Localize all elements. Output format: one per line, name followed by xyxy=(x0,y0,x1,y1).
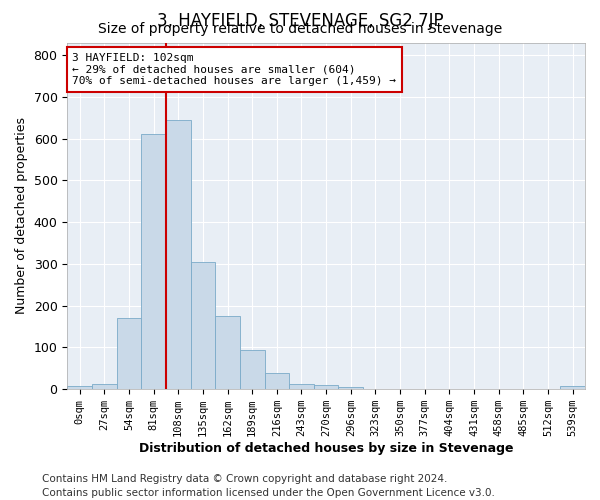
Text: 3 HAYFIELD: 102sqm
← 29% of detached houses are smaller (604)
70% of semi-detach: 3 HAYFIELD: 102sqm ← 29% of detached hou… xyxy=(73,53,397,86)
Bar xyxy=(560,386,585,389)
Bar xyxy=(338,387,363,389)
Bar xyxy=(67,386,92,389)
Y-axis label: Number of detached properties: Number of detached properties xyxy=(15,118,28,314)
Text: 3, HAYFIELD, STEVENAGE, SG2 7JP: 3, HAYFIELD, STEVENAGE, SG2 7JP xyxy=(157,12,443,30)
X-axis label: Distribution of detached houses by size in Stevenage: Distribution of detached houses by size … xyxy=(139,442,514,455)
Bar xyxy=(265,372,289,389)
Text: Size of property relative to detached houses in Stevenage: Size of property relative to detached ho… xyxy=(98,22,502,36)
Bar xyxy=(289,384,314,389)
Bar xyxy=(141,134,166,389)
Bar xyxy=(116,318,141,389)
Bar xyxy=(240,350,265,389)
Bar xyxy=(166,120,191,389)
Bar xyxy=(314,385,338,389)
Bar xyxy=(215,316,240,389)
Text: Contains HM Land Registry data © Crown copyright and database right 2024.
Contai: Contains HM Land Registry data © Crown c… xyxy=(42,474,495,498)
Bar xyxy=(92,384,116,389)
Bar xyxy=(191,262,215,389)
